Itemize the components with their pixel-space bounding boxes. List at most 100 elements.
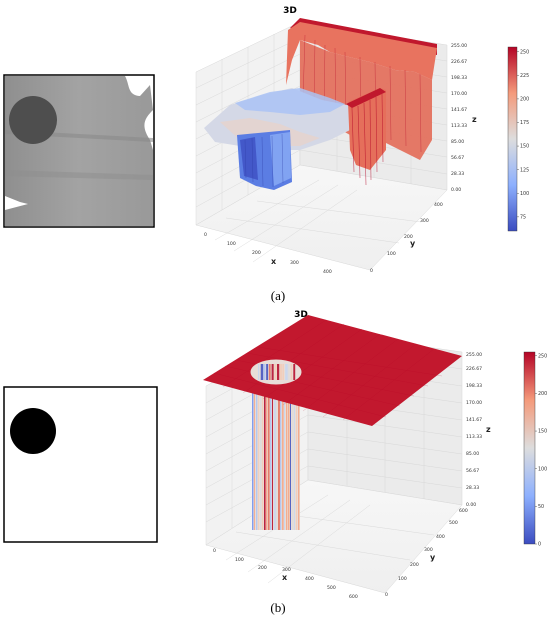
z-tick-a-8: 226.67: [451, 59, 467, 65]
colorbar-tick-label: 225: [520, 73, 529, 79]
x-label-b: x: [282, 573, 288, 582]
surface-stripe: [262, 380, 264, 530]
colorbar-tick-label: 50: [538, 504, 544, 510]
y-tick-a-4: 400: [434, 202, 443, 208]
z-tick-b-5: 141.67: [466, 417, 482, 423]
surface-stripe: [266, 364, 269, 380]
y-tick-b-2: 200: [410, 562, 419, 568]
z-tick-b-7: 198.33: [466, 383, 482, 389]
z-ticks-b: 0.00 28.33 56.67 85.00 113.33 141.67 170…: [466, 352, 491, 508]
z-tick-a-3: 85.00: [451, 139, 464, 145]
plot3d-a: 3D: [195, 6, 529, 275]
y-tick-b-1: 100: [398, 576, 407, 582]
surface-stripe: [285, 364, 288, 380]
surface-b: [203, 315, 462, 530]
colorbar-tick-label: 250: [538, 353, 547, 359]
surface-stripe: [288, 380, 290, 530]
surface-stripe: [290, 364, 293, 380]
surface-stripe: [254, 380, 255, 530]
surface-stripe: [268, 380, 270, 530]
x-tick-a-2: 200: [252, 250, 261, 256]
surface-stripe: [282, 364, 285, 380]
surface-stripe: [280, 380, 282, 530]
y-label-a: y: [410, 239, 416, 248]
colorbar-tick-label: 200: [520, 96, 529, 102]
z-tick-b-9: 255.00: [466, 352, 482, 358]
x-tick-b-5: 500: [327, 585, 336, 591]
surface-stripe: [278, 380, 280, 530]
surface-stripe: [260, 380, 262, 530]
surface-stripe: [292, 380, 294, 530]
surface-stripe: [298, 380, 300, 530]
surface-stripe: [266, 380, 268, 530]
x-tick-b-6: 600: [349, 594, 358, 600]
x-tick-b-1: 100: [235, 557, 244, 563]
colorbar-tick-label: 250: [520, 49, 529, 55]
x-tick-b-3: 300: [282, 567, 291, 573]
y-tick-b-4: 400: [436, 534, 445, 540]
z-tick-b-3: 85.00: [466, 451, 479, 457]
surface-stripe: [274, 380, 276, 530]
z-tick-b-8: 226.67: [466, 366, 482, 372]
y-tick-a-3: 300: [420, 218, 429, 224]
x-tick-b-0: 0: [213, 548, 216, 554]
surface-stripe: [260, 364, 264, 380]
z-tick-b-0: 0.00: [466, 502, 476, 508]
colorbar-tick-label: 100: [520, 191, 529, 197]
y-ticks-a: 0 100 200 300 400 y: [370, 202, 443, 274]
surface-a: [204, 18, 437, 190]
colorbar-tick-label: 175: [520, 120, 529, 126]
caption-b: (b): [270, 600, 285, 615]
y-ticks-b: 0 100 200 300 400 500 600 y: [385, 508, 468, 598]
black-disk: [10, 408, 56, 454]
surface-stripe: [279, 364, 283, 380]
x-label-a: x: [271, 257, 277, 266]
y-tick-a-1: 100: [387, 251, 396, 257]
plot-title-a: 3D: [283, 6, 297, 16]
panel-b: 3D: [3, 310, 547, 615]
caption-a: (a): [271, 288, 285, 303]
surface-stripe: [277, 364, 280, 380]
colorbar-tick-label: 125: [520, 167, 529, 173]
y-tick-b-0: 0: [385, 592, 388, 598]
x-ticks-b: 0 100 200 300 400 500 600 x: [213, 548, 358, 600]
surface-stripe: [282, 380, 284, 530]
colorbar-tick-label: 150: [538, 429, 547, 435]
colorbar-tick-label: 75: [520, 214, 526, 220]
x-tick-a-4: 400: [323, 269, 332, 275]
z-tick-a-1: 28.33: [451, 171, 464, 177]
surface-stripe: [252, 380, 254, 530]
surface-stripe: [271, 364, 274, 380]
surface-stripe: [274, 364, 277, 380]
z-tick-a-4: 113.33: [451, 123, 467, 129]
surface-stripe: [258, 380, 259, 530]
surface-stripe: [270, 380, 272, 530]
plot-title-b: 3D: [294, 310, 308, 320]
colorbar-tick-label: 100: [538, 466, 547, 472]
plot3d-b: 3D: [203, 310, 547, 600]
z-tick-a-2: 56.67: [451, 155, 464, 161]
dark-disk: [9, 96, 57, 144]
y-tick-a-0: 0: [370, 268, 373, 274]
x-tick-b-4: 400: [305, 576, 314, 582]
x-tick-a-1: 100: [227, 241, 236, 247]
z-label-b: z: [486, 425, 491, 434]
colorbar-tick-label: 200: [538, 391, 547, 397]
y-tick-b-3: 300: [424, 547, 433, 553]
y-tick-a-2: 200: [404, 234, 413, 240]
source-image-a: [3, 74, 155, 228]
surface-stripe: [263, 364, 266, 380]
colorbar-tick-label: 150: [520, 144, 529, 150]
surface-stripe: [294, 380, 295, 530]
z-ticks-a: 0.00 28.33 56.67 85.00 113.33 141.67 170…: [451, 43, 477, 193]
surface-stripe: [256, 380, 258, 530]
colorbar-tick-label: 0: [538, 542, 541, 548]
colorbar-a: 75 100 125 150 175 200 225 250: [507, 46, 529, 232]
z-tick-a-0: 0.00: [451, 187, 461, 193]
panel-a: 3D: [3, 6, 529, 303]
y-tick-b-6: 600: [459, 508, 468, 514]
surface-stripe: [276, 380, 277, 530]
surface-stripe: [258, 364, 260, 380]
y-tick-b-5: 500: [449, 520, 458, 526]
surface-stripe: [287, 364, 290, 380]
